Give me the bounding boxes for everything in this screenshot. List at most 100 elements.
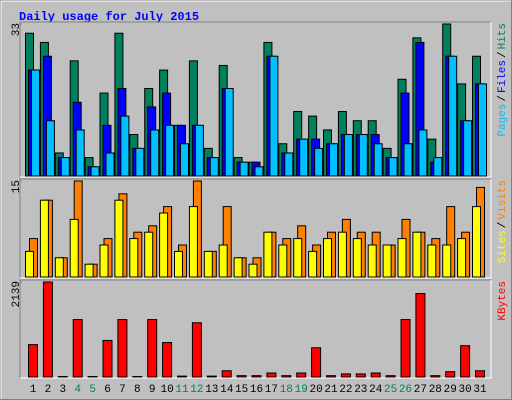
bar (430, 375, 441, 378)
bar (293, 238, 303, 278)
legend-separator: / (497, 51, 509, 58)
bar (475, 370, 485, 378)
bar (314, 147, 324, 177)
bar (188, 206, 198, 278)
bar (343, 134, 353, 177)
panel-bevel (20, 22, 492, 178)
legend-separator: / (497, 222, 509, 229)
bar (284, 152, 294, 177)
x-tick-label: 30 (458, 384, 471, 396)
y-tick-label: 2139 (11, 281, 23, 307)
x-tick-label: 15 (235, 384, 248, 396)
bar (448, 55, 458, 177)
bar (203, 250, 213, 278)
x-tick-label: 17 (265, 384, 278, 396)
x-tick-label: 16 (250, 384, 263, 396)
bar (218, 244, 228, 278)
legend-entry: Pages (497, 104, 509, 137)
bar (385, 375, 396, 378)
x-tick-label: 13 (205, 384, 218, 396)
bar (105, 152, 115, 177)
bar (427, 244, 437, 278)
bar (31, 69, 40, 177)
bar (472, 206, 481, 278)
x-tick-label: 7 (119, 384, 126, 396)
legend-entry: Hits (497, 23, 509, 49)
bar (75, 129, 85, 177)
bar (114, 199, 124, 278)
bar (269, 55, 279, 177)
bar (209, 157, 219, 177)
bar (150, 129, 160, 177)
bar (397, 238, 407, 278)
bar (84, 263, 94, 278)
legend-entry: KBytes (497, 281, 509, 321)
bar (340, 373, 351, 378)
bar (278, 244, 288, 278)
bar (296, 372, 307, 378)
legend-separator: / (497, 95, 509, 102)
bar (418, 129, 428, 177)
bar (415, 293, 426, 378)
x-tick-label: 9 (149, 384, 156, 396)
bar (433, 157, 443, 177)
bar (460, 345, 471, 378)
bar (54, 257, 64, 278)
bar (135, 147, 145, 177)
x-tick-label: 6 (104, 384, 111, 396)
bar (25, 250, 34, 278)
legend-entry: Visits (497, 180, 509, 220)
bar (254, 166, 264, 177)
bar (90, 166, 100, 177)
bar (45, 120, 55, 177)
bar (266, 372, 277, 378)
bar (174, 250, 183, 278)
panel-bevel (20, 179, 492, 279)
bar (311, 347, 322, 378)
panel (19, 279, 492, 379)
x-tick-label: 18 (280, 384, 293, 396)
bar (177, 375, 187, 378)
bar (42, 281, 53, 378)
bar (129, 238, 139, 278)
bar (60, 157, 70, 177)
bar (224, 87, 234, 177)
bar (239, 161, 249, 177)
bar (445, 371, 456, 378)
bar (308, 250, 318, 278)
bar (221, 370, 232, 378)
bar (69, 218, 79, 278)
x-tick-label: 27 (414, 384, 427, 396)
bar (28, 344, 38, 378)
bar (403, 143, 413, 177)
x-tick-label: 23 (354, 384, 367, 396)
x-tick-label: 19 (295, 384, 308, 396)
bar (463, 120, 473, 177)
bar (412, 231, 422, 278)
bar (323, 238, 332, 278)
x-tick-label: 29 (444, 384, 457, 396)
bar (251, 375, 262, 378)
legend-entry: Files (497, 60, 509, 93)
bar (478, 83, 487, 177)
bar (329, 143, 338, 177)
legend: KBytes (497, 281, 509, 321)
x-tick-label: 24 (369, 384, 383, 396)
x-tick-label: 28 (429, 384, 442, 396)
x-tick-label: 20 (309, 384, 322, 396)
bar (299, 138, 309, 177)
bar (281, 375, 292, 378)
bar (194, 124, 204, 177)
bar (326, 375, 336, 378)
bar (162, 342, 173, 378)
x-tick-label: 1 (30, 384, 37, 396)
bar (99, 244, 109, 278)
bar (72, 319, 83, 378)
bar (191, 322, 202, 378)
bar (102, 339, 113, 378)
chart-title: Daily usage for July 2015 (19, 10, 199, 24)
x-tick-label: 14 (220, 384, 234, 396)
